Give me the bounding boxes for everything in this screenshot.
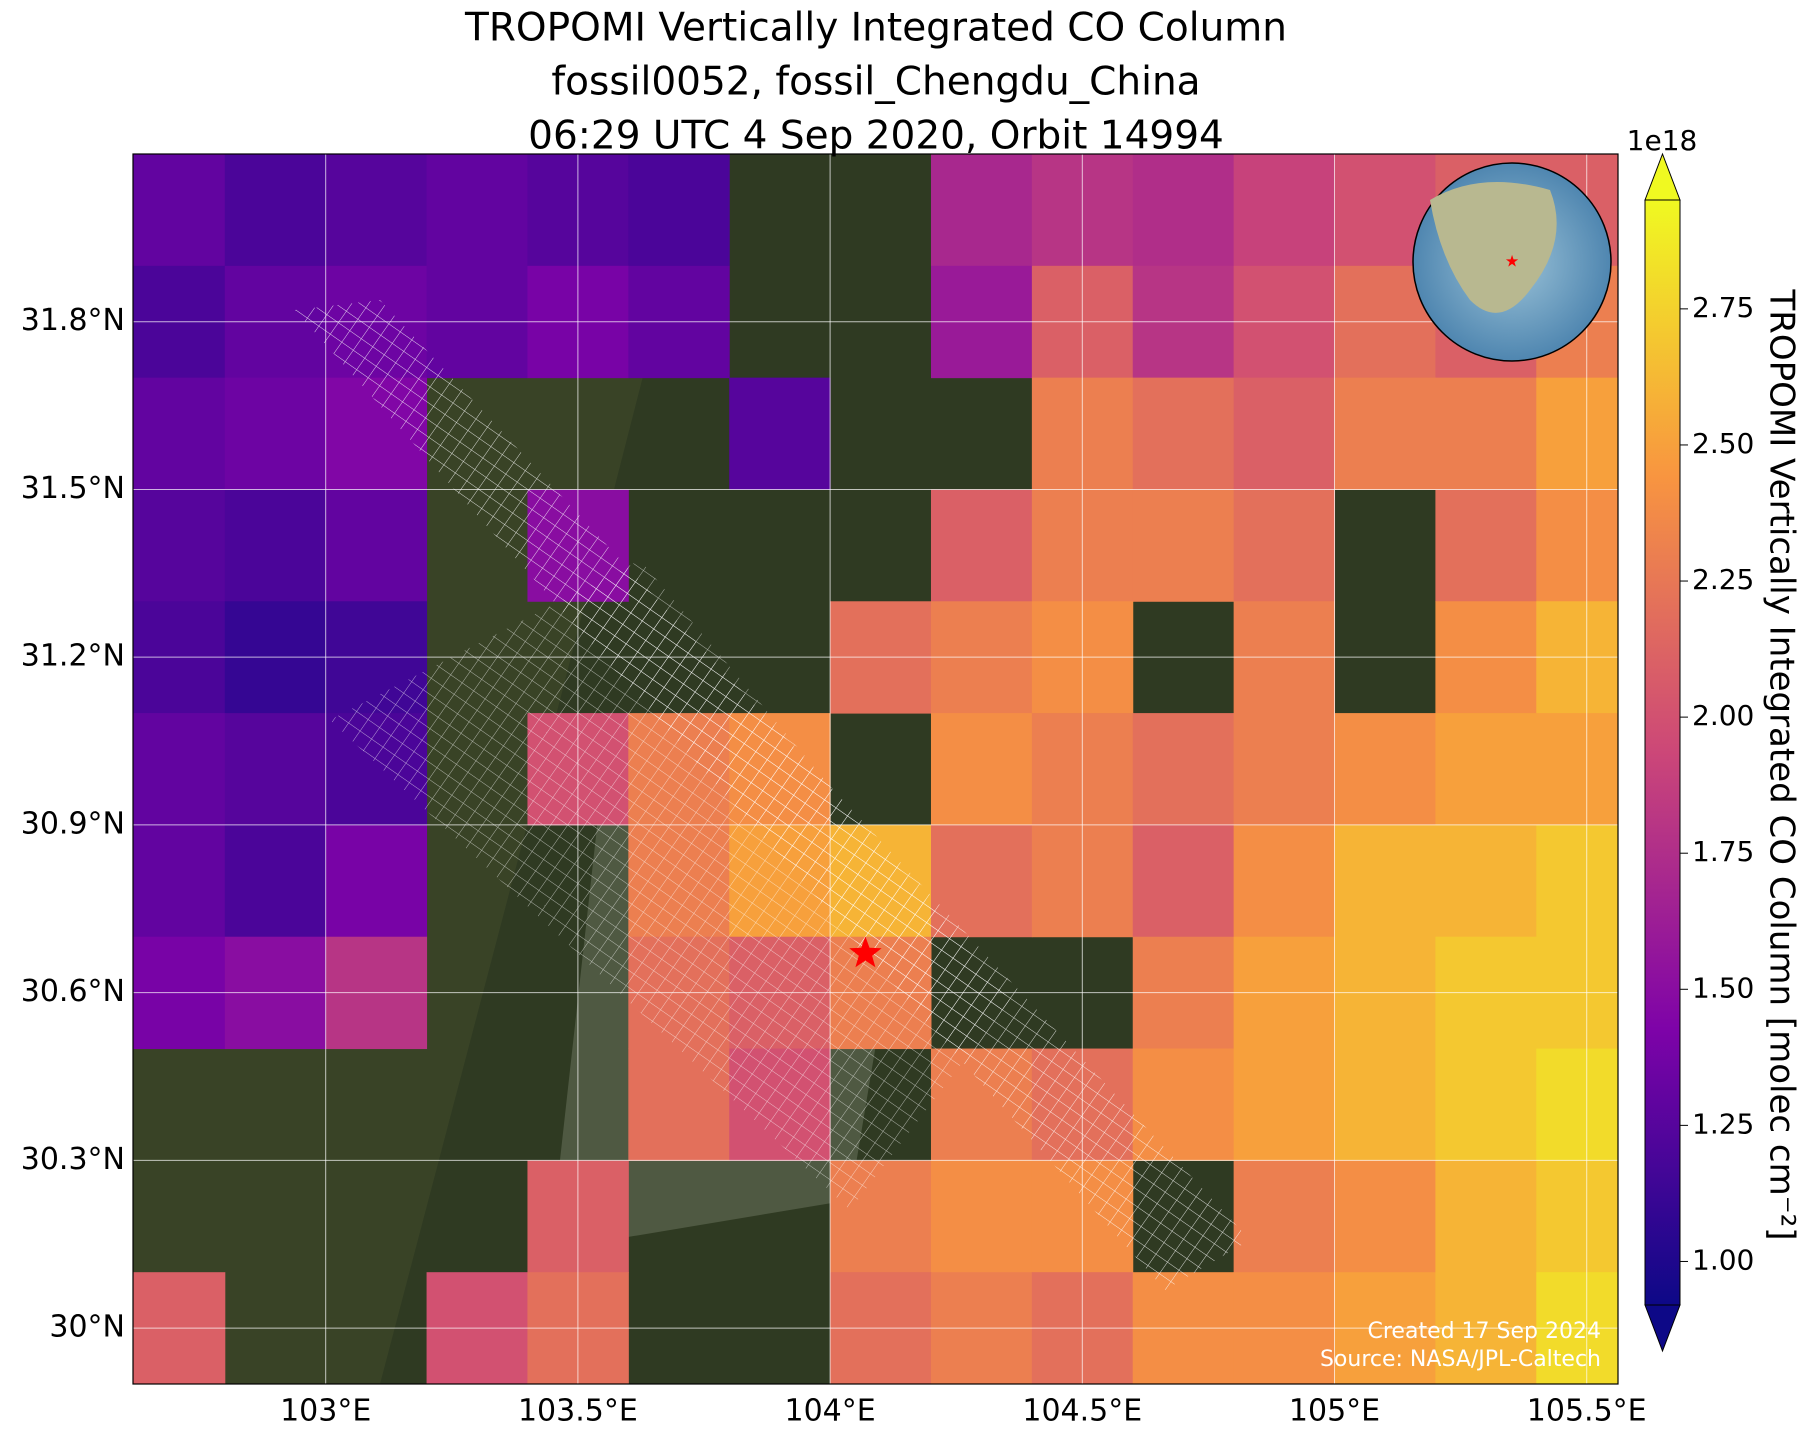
- co-pixel: [1435, 824, 1537, 938]
- co-pixel: [133, 713, 226, 826]
- co-pixel: [1233, 824, 1336, 938]
- co-pixel: [325, 489, 428, 602]
- co-pixel: [426, 154, 528, 267]
- title: TROPOMI Vertically Integrated CO Column f…: [464, 6, 1287, 159]
- title-line: TROPOMI Vertically Integrated CO Column: [464, 6, 1287, 51]
- co-pixel: [1132, 377, 1235, 490]
- co-pixel: [133, 377, 226, 490]
- colorbar-frame: [1644, 199, 1681, 1306]
- y-tick-label: 31.2°N: [21, 639, 125, 674]
- co-pixel: [930, 154, 1033, 267]
- co-pixel: [1233, 377, 1336, 490]
- co-pixel: [325, 154, 428, 267]
- map-frame: [132, 153, 1619, 1385]
- y-tick-label: 30.9°N: [21, 806, 125, 841]
- co-pixel: [1233, 489, 1336, 602]
- colorbar-label: TROPOMI Vertically Integrated CO Column …: [1762, 288, 1802, 1240]
- colorbar-exponent: 1e18: [1627, 124, 1698, 157]
- co-pixel: [930, 489, 1033, 602]
- co-pixel: [224, 824, 327, 938]
- swath-grid: [330, 560, 1010, 1210]
- co-pixel: [1536, 824, 1618, 938]
- colorbar-body: [1645, 200, 1680, 1305]
- colorbar: 1e18 TROPOMI Vertically Integrated CO Co…: [1627, 124, 1802, 1353]
- globe-site-marker: ★: [1505, 252, 1519, 271]
- co-pixel: [1334, 824, 1436, 938]
- co-pixel: [133, 824, 226, 938]
- colorbar-tick-label: 2.50: [1692, 427, 1754, 460]
- co-pixel: [325, 824, 428, 938]
- co-pixel: [1435, 1160, 1537, 1273]
- co-pixel: [628, 154, 730, 267]
- colorbar-tick-label: 2.00: [1692, 699, 1754, 732]
- x-tick-label: 103.5°E: [518, 1394, 638, 1429]
- co-pixel: [1435, 1048, 1537, 1161]
- colorbar-tick-label: 2.25: [1692, 563, 1754, 596]
- co-pixel: [224, 713, 327, 826]
- co-pixel: [224, 154, 327, 267]
- co-pixel: [1334, 377, 1436, 490]
- x-tick-label: 105°E: [1289, 1394, 1380, 1429]
- co-pixel: [1536, 377, 1618, 490]
- co-pixel: [1233, 1048, 1336, 1161]
- co-pixel: [1435, 489, 1537, 602]
- x-tick-label: 103°E: [280, 1394, 371, 1429]
- co-pixel: [1132, 713, 1235, 826]
- inset-globe: [1412, 162, 1612, 362]
- co-pixel: [1132, 489, 1235, 602]
- co-pixel: [1132, 824, 1235, 938]
- co-pixel: [1334, 713, 1436, 826]
- co-pixel: [1233, 1160, 1336, 1273]
- co-pixel: [1536, 1160, 1618, 1273]
- co-pixel: [133, 154, 226, 267]
- footnote: Source: NASA/JPL-Caltech: [1320, 1347, 1601, 1372]
- co-pixel: [930, 713, 1033, 826]
- y-tick-label: 30.3°N: [21, 1142, 125, 1177]
- co-pixel: [133, 489, 226, 602]
- co-pixel: [1435, 713, 1537, 826]
- co-pixel: [1536, 713, 1618, 826]
- site-marker: [849, 936, 882, 968]
- y-tick-label: 30.6°N: [21, 974, 125, 1009]
- x-tick-label: 104.5°E: [1022, 1394, 1142, 1429]
- x-tick-label: 104°E: [784, 1394, 875, 1429]
- co-pixel: [1334, 1048, 1436, 1161]
- co-pixel: [1233, 154, 1336, 267]
- y-tick-label: 31.5°N: [21, 471, 125, 506]
- x-tick-label: 105.5°E: [1527, 1394, 1647, 1429]
- co-pixel: [729, 377, 831, 490]
- co-pixel: [1435, 377, 1537, 490]
- y-tick-label: 30°N: [49, 1310, 125, 1345]
- co-pixel: [224, 489, 327, 602]
- y-tick-label: 31.8°N: [21, 303, 125, 338]
- colorbar-tick-label: 2.75: [1692, 291, 1754, 324]
- colorbar-tick-label: 1.25: [1692, 1107, 1754, 1140]
- co-pixel: [1334, 1160, 1436, 1273]
- colorbar-tick-label: 1.75: [1692, 835, 1754, 868]
- co-pixel: [224, 377, 327, 490]
- title-line: 06:29 UTC 4 Sep 2020, Orbit 14994: [528, 114, 1224, 159]
- colorbar-extend-min: [1644, 1304, 1681, 1353]
- title-line: fossil0052, fossil_Chengdu_China: [551, 60, 1200, 105]
- co-pixel: [1132, 154, 1235, 267]
- colorbar-tick-label: 1.50: [1692, 971, 1754, 1004]
- co-pixel: [1536, 1048, 1618, 1161]
- graticule: [133, 154, 1618, 1384]
- co-pixel: [1233, 713, 1336, 826]
- co-pixel: [930, 1160, 1033, 1273]
- colorbar-extend-max: [1644, 152, 1681, 201]
- co-pixel: [1536, 489, 1618, 602]
- footnote: Created 17 Sep 2024: [1368, 1319, 1602, 1344]
- colorbar-tick-label: 1.00: [1692, 1243, 1754, 1276]
